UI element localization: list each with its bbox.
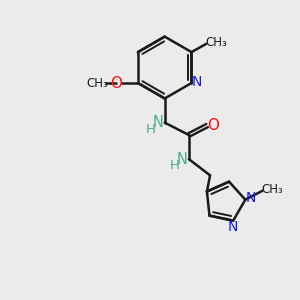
Text: N: N [246, 191, 256, 205]
Text: H: H [170, 159, 180, 172]
Text: H: H [146, 123, 155, 136]
Text: N: N [192, 75, 202, 89]
Text: CH₃: CH₃ [206, 36, 227, 49]
Text: N: N [177, 152, 188, 166]
Text: O: O [110, 76, 122, 91]
Text: N: N [228, 220, 238, 234]
Text: CH₃: CH₃ [261, 183, 283, 196]
Text: CH₃: CH₃ [87, 76, 109, 89]
Text: O: O [208, 118, 220, 133]
Text: N: N [153, 115, 164, 130]
